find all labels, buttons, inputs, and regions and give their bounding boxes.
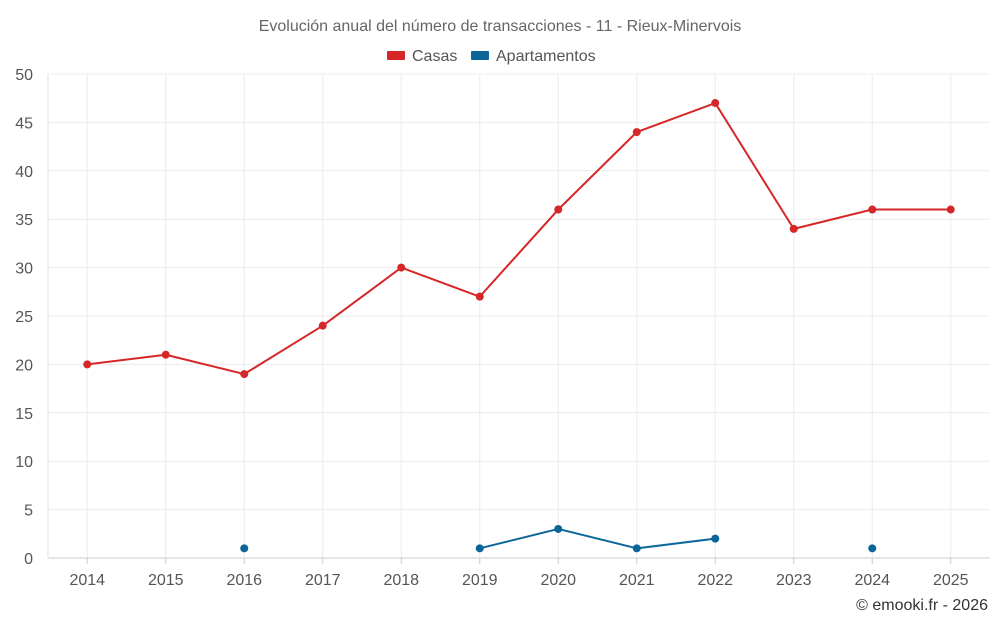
data-point-casas[interactable]: Casas 2023: 34	[789, 224, 798, 233]
series-line-segment-apartamentos	[478, 527, 560, 550]
series-line-segment-casas	[400, 266, 481, 298]
grid	[48, 73, 990, 558]
data-point-casas[interactable]: Casas 2020: 36	[554, 205, 563, 214]
data-point-casas[interactable]: Casas 2019: 27	[475, 292, 484, 301]
x-tick-label: 2022	[697, 572, 733, 589]
data-point-casas[interactable]: Casas 2022: 47	[711, 99, 720, 108]
credit-text: © emooki.fr - 2026	[856, 597, 988, 614]
series-casas: Casas 2014: 20 Casas 2015: 21 Casas 2016: …	[83, 99, 955, 379]
x-tick-label: 2021	[619, 572, 655, 589]
series-line-segment-casas	[478, 208, 560, 298]
y-tick-label: 30	[15, 261, 33, 278]
y-tick-label: 45	[15, 115, 33, 132]
x-tick-label: 2023	[776, 572, 812, 589]
x-tick-label: 2014	[69, 572, 105, 589]
data-point-apartamentos[interactable]: Apartamentos 2019: 1	[475, 544, 484, 553]
series-line-segment-casas	[243, 324, 324, 376]
series-line-segment-casas	[321, 266, 403, 327]
legend-item-casas[interactable]: Casas	[387, 48, 457, 65]
legend-swatch-casas	[387, 51, 405, 60]
data-point-casas[interactable]: Casas 2025: 36	[946, 205, 955, 214]
y-tick-label: 15	[15, 406, 33, 423]
data-point-casas[interactable]: Casas 2021: 44	[632, 128, 641, 137]
data-point-casas[interactable]: Casas 2018: 30	[397, 263, 406, 272]
series-line-segment-apartamentos	[635, 537, 717, 550]
x-tick-label: 2017	[305, 572, 341, 589]
legend: Casas Apartamentos	[387, 48, 596, 65]
legend-swatch-apartamentos	[471, 51, 489, 60]
series-apartamentos: Apartamentos 2016: 1 Apartamentos 2019: 1…	[240, 524, 877, 553]
data-point-apartamentos[interactable]: Apartamentos 2020: 3	[554, 524, 563, 533]
legend-item-apartamentos[interactable]: Apartamentos	[471, 48, 596, 65]
data-point-casas[interactable]: Casas 2024: 36	[868, 205, 877, 214]
legend-label-apartamentos: Apartamentos	[496, 48, 596, 65]
data-point-casas[interactable]: Casas 2016: 19	[240, 370, 249, 379]
data-point-casas[interactable]: Casas 2017: 24	[318, 321, 327, 330]
y-tick-label: 25	[15, 309, 33, 326]
y-tick-label: 40	[15, 164, 33, 181]
data-point-apartamentos[interactable]: Apartamentos 2024: 1	[868, 544, 877, 553]
y-tick-label: 0	[24, 551, 33, 568]
series-line-segment-casas	[164, 353, 246, 376]
data-point-casas[interactable]: Casas 2015: 21	[161, 350, 170, 359]
x-tick-label: 2019	[462, 572, 498, 589]
y-tick-label: 10	[15, 454, 33, 471]
data-point-casas[interactable]: Casas 2014: 20	[83, 360, 92, 369]
series-line-segment-casas	[86, 353, 167, 366]
x-tick-label: 2016	[226, 572, 262, 589]
y-tick-label: 35	[15, 212, 33, 229]
series-line-segment-casas	[557, 131, 638, 211]
y-tick-label: 20	[15, 357, 33, 374]
series: Casas 2014: 20 Casas 2015: 21 Casas 2016: …	[83, 99, 955, 553]
chart-title: Evolución anual del número de transaccio…	[259, 18, 742, 35]
data-point-apartamentos[interactable]: Apartamentos 2021: 1	[632, 544, 641, 553]
x-tick-label: 2025	[933, 572, 969, 589]
series-line-segment-casas	[792, 208, 874, 230]
x-tick-label: 2024	[854, 572, 890, 589]
data-point-apartamentos[interactable]: Apartamentos 2016: 1	[240, 544, 249, 553]
series-line-segment-casas	[714, 102, 795, 230]
y-tick-label: 50	[15, 67, 33, 84]
x-tick-label: 2015	[148, 572, 184, 589]
data-point-apartamentos[interactable]: Apartamentos 2022: 2	[711, 534, 720, 543]
series-line-segment-casas	[635, 102, 717, 134]
y-tick-label: 5	[24, 503, 33, 520]
series-line-segment-apartamentos	[557, 527, 638, 550]
x-tick-label: 2020	[540, 572, 576, 589]
legend-label-casas: Casas	[412, 48, 457, 65]
x-tick-label: 2018	[383, 572, 419, 589]
